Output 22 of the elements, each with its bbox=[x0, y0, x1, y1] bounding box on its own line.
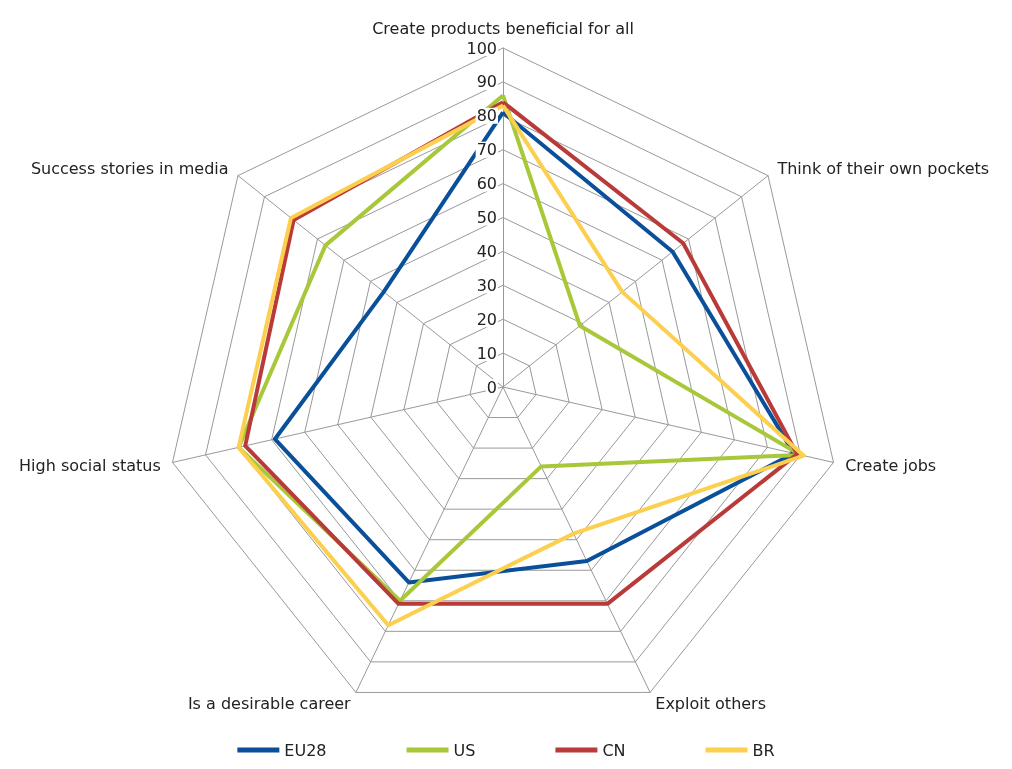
y-tick-label: 60 bbox=[476, 174, 497, 194]
y-tick-label: 10 bbox=[476, 343, 497, 363]
spoke-label: Is a desirable career bbox=[187, 693, 352, 713]
legend-label: EU28 bbox=[284, 740, 327, 760]
y-tick-label: 50 bbox=[476, 208, 497, 227]
y-tick-label: 80 bbox=[476, 106, 497, 126]
y-tick-label: 40 bbox=[476, 241, 497, 261]
spoke-label: Exploit others bbox=[655, 693, 767, 713]
y-tick-label: 0 bbox=[486, 377, 497, 397]
y-tick-label: 30 bbox=[476, 275, 497, 295]
spoke-label: Success stories in media bbox=[30, 158, 229, 178]
spoke-label: Think of their own pockets bbox=[776, 158, 990, 178]
spoke-label: Create jobs bbox=[845, 455, 937, 475]
spoke-label: Create products beneficial for all bbox=[372, 18, 634, 38]
y-tick-label: 90 bbox=[476, 72, 497, 92]
y-tick-label: 100 bbox=[466, 38, 497, 58]
y-tick-label: 20 bbox=[476, 309, 497, 329]
legend-label: BR bbox=[752, 740, 775, 760]
legend-label: CN bbox=[602, 740, 626, 760]
y-tick-label: 70 bbox=[476, 140, 497, 160]
spoke-label: High social status bbox=[19, 455, 161, 475]
legend-label: US bbox=[453, 740, 476, 760]
